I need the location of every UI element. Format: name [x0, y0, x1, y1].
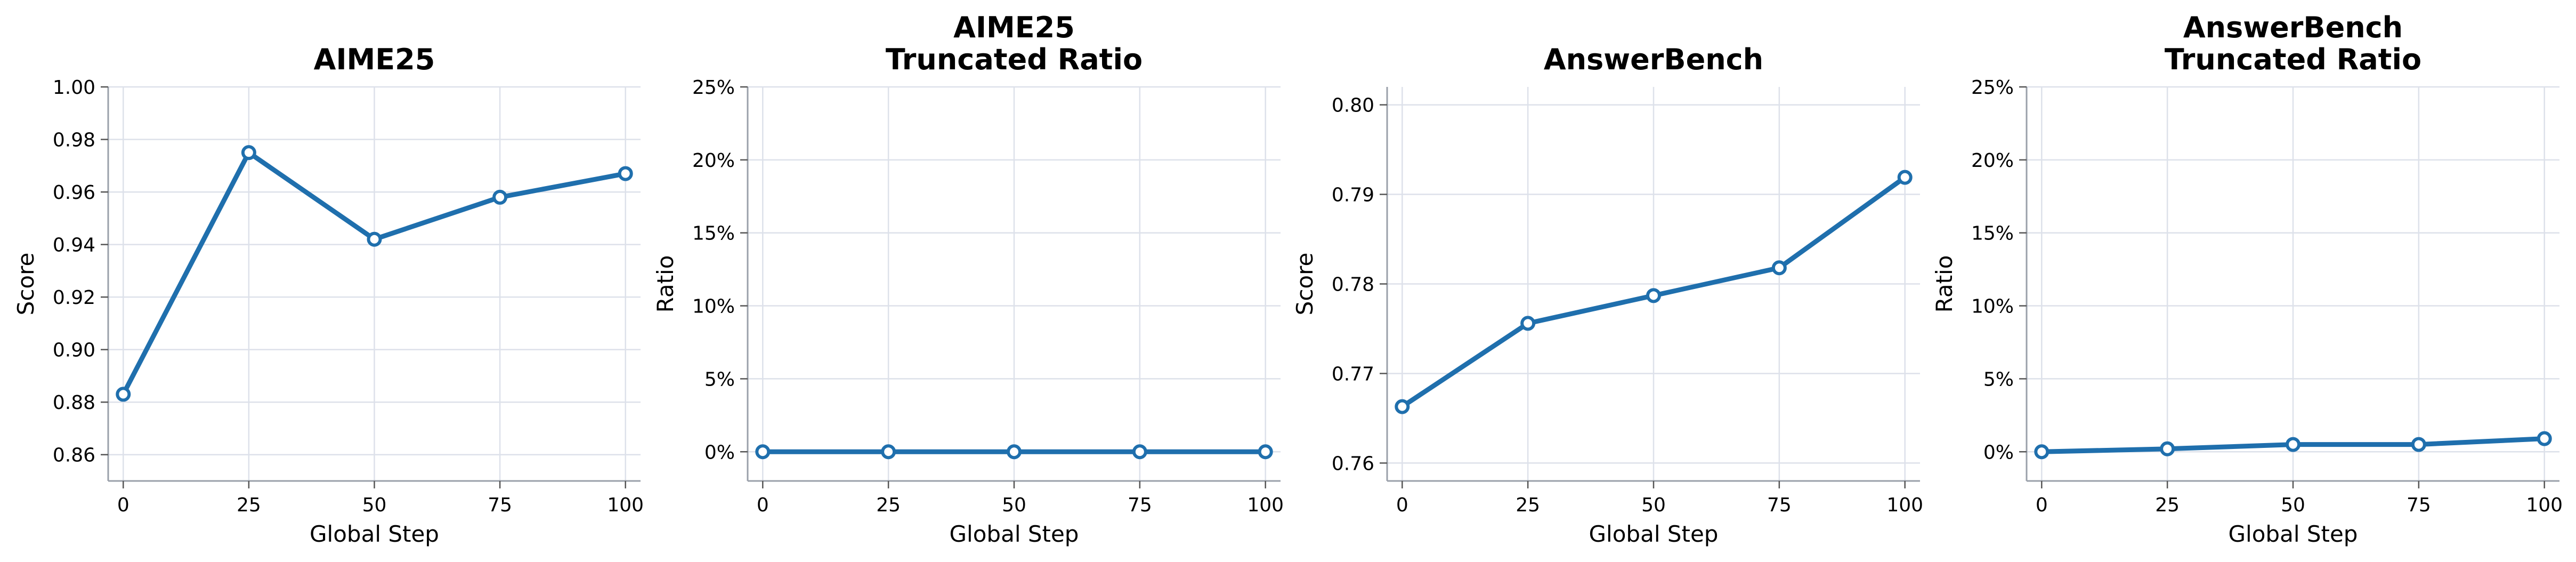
- y-tick-label: 25%: [692, 77, 735, 99]
- y-axis-label: Score: [1292, 253, 1318, 316]
- data-point: [1897, 170, 1913, 185]
- data-point: [1646, 288, 1661, 303]
- y-tick-label: 1.00: [53, 77, 95, 99]
- y-tick-label: 0.80: [1332, 95, 1374, 117]
- chart-title: Truncated Ratio: [886, 43, 1143, 76]
- y-tick-label: 5%: [1983, 368, 2014, 390]
- data-point: [1132, 444, 1147, 460]
- y-tick-label: 10%: [692, 296, 735, 318]
- x-tick-label: 75: [2407, 494, 2431, 516]
- y-tick-label: 20%: [692, 150, 735, 172]
- y-tick-label: 20%: [1971, 150, 2014, 172]
- x-tick-label: 25: [1516, 494, 1540, 516]
- x-tick-label: 75: [488, 494, 512, 516]
- x-tick-label: 50: [1641, 494, 1666, 516]
- x-tick-label: 75: [1128, 494, 1152, 516]
- y-tick-label: 25%: [1971, 77, 2014, 99]
- y-tick-label: 0.90: [53, 340, 95, 362]
- x-tick-label: 75: [1767, 494, 1792, 516]
- y-tick-label: 0.78: [1332, 274, 1374, 296]
- chart-panel-4: 0% 5% 10% 15% 20% 25% 0 25 50 75 100 Global Step Rat…: [1931, 11, 2563, 547]
- x-tick-label: 50: [362, 494, 387, 516]
- y-tick-label: 5%: [704, 368, 735, 390]
- data-point: [2411, 437, 2426, 452]
- y-tick-label: 0.76: [1332, 453, 1374, 475]
- x-tick-label: 25: [237, 494, 261, 516]
- y-axis-label: Ratio: [652, 255, 678, 313]
- x-tick-label: 0: [2036, 494, 2048, 516]
- chart-title: AIME25: [314, 43, 435, 76]
- y-tick-label: 15%: [692, 223, 735, 245]
- data-point: [1258, 444, 1273, 460]
- x-tick-label: 25: [876, 494, 901, 516]
- y-tick-label: 0.96: [53, 182, 95, 204]
- y-tick-label: 15%: [1971, 223, 2014, 245]
- x-tick-label: 100: [2526, 494, 2563, 516]
- y-tick-label: 0.77: [1332, 363, 1374, 385]
- data-point: [2537, 431, 2552, 446]
- x-tick-label: 0: [117, 494, 129, 516]
- y-tick-label: 0.94: [53, 235, 95, 256]
- y-tick-label: 0%: [1983, 441, 2014, 463]
- chart-title: AnswerBench: [1544, 43, 1763, 76]
- chart-panel-3: 0.76 0.77 0.78 0.79 0.80 0 25 50 75 100 Global Ste…: [1292, 43, 1923, 547]
- data-point: [492, 189, 508, 205]
- y-tick-label: 0.92: [53, 287, 95, 309]
- data-point: [116, 387, 131, 402]
- y-tick-label: 0.88: [53, 392, 95, 414]
- x-tick-label: 0: [757, 494, 769, 516]
- chart-panel-2: 0% 5% 10% 15% 20% 25% 0 25 50 75 100 Global Step Rat…: [652, 11, 1284, 547]
- x-tick-label: 50: [2281, 494, 2305, 516]
- x-tick-label: 0: [1396, 494, 1408, 516]
- data-point: [2034, 444, 2050, 460]
- data-point: [1771, 260, 1787, 276]
- y-tick-label: 0.98: [53, 130, 95, 151]
- data-point: [618, 166, 633, 181]
- data-point: [241, 145, 256, 160]
- y-axis-label: Score: [13, 253, 39, 316]
- x-tick-label: 50: [1002, 494, 1026, 516]
- data-point: [881, 444, 896, 460]
- data-point: [1395, 399, 1410, 414]
- x-axis-label: Global Step: [2229, 521, 2358, 547]
- x-axis-label: Global Step: [950, 521, 1079, 547]
- x-tick-label: 25: [2155, 494, 2180, 516]
- chart-title: Truncated Ratio: [2165, 43, 2421, 76]
- chart-title: AnswerBench: [2183, 11, 2403, 44]
- y-tick-label: 0%: [704, 441, 735, 463]
- data-point: [1520, 316, 1536, 331]
- x-axis-label: Global Step: [310, 521, 439, 547]
- x-tick-label: 100: [1886, 494, 1923, 516]
- y-tick-label: 0.79: [1332, 184, 1374, 206]
- data-point: [2286, 437, 2300, 452]
- data-point: [367, 231, 382, 247]
- y-tick-label: 0.86: [53, 445, 95, 467]
- data-point: [1007, 444, 1022, 460]
- x-tick-label: 100: [1247, 494, 1284, 516]
- chart-panel-1: 0.86 0.88 0.90 0.92 0.94 0.96 0.98 1.00 0 25 50 75 1…: [13, 43, 644, 547]
- x-axis-label: Global Step: [1589, 521, 1719, 547]
- y-tick-label: 10%: [1971, 296, 2014, 318]
- y-axis-label: Ratio: [1931, 255, 1957, 313]
- data-point: [2160, 441, 2175, 456]
- chart-title: AIME25: [953, 11, 1075, 44]
- x-tick-label: 100: [607, 494, 644, 516]
- data-point: [755, 444, 771, 460]
